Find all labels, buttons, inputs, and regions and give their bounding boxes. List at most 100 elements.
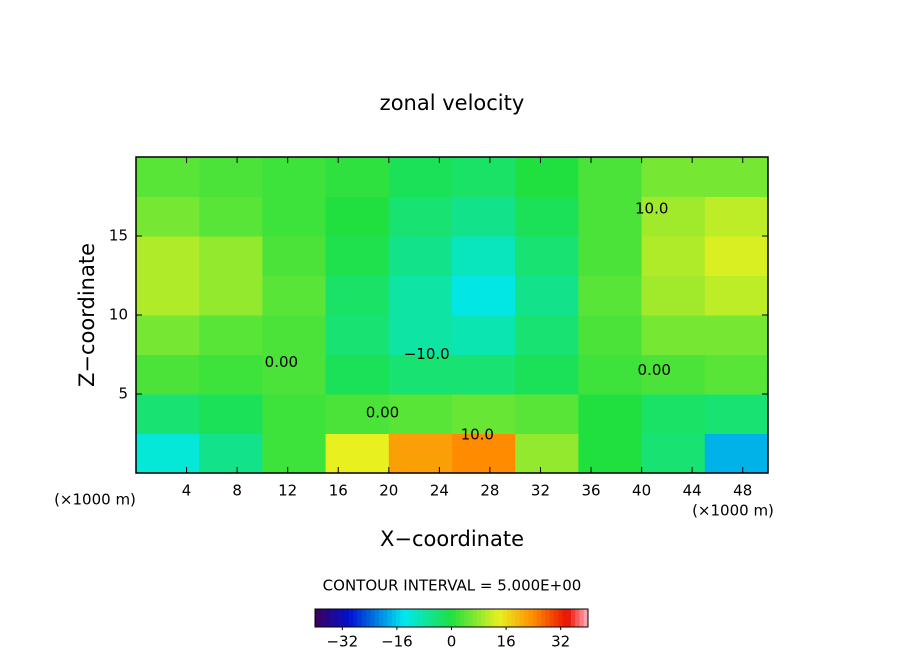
cell [641, 196, 706, 237]
cell [578, 196, 643, 237]
x-tick-label: 12 [278, 482, 297, 500]
colorbar-cell [464, 609, 469, 627]
colorbar-cell [421, 609, 427, 627]
colorbar-cell [417, 609, 422, 627]
colorbar-cell [477, 609, 482, 627]
cell [325, 275, 390, 316]
colorbar-cell [400, 609, 405, 627]
cell [325, 354, 390, 395]
contour-label: 0.00 [366, 403, 399, 421]
colorbar-cell [327, 609, 333, 627]
cell [578, 157, 643, 197]
cell [199, 196, 263, 237]
colorbar-cell [558, 609, 563, 627]
cell [199, 157, 263, 197]
colorbar-cell [344, 609, 350, 627]
cell [388, 157, 453, 197]
colorbar-cell [502, 609, 508, 627]
cell [452, 275, 516, 316]
cell [136, 157, 200, 197]
y-tick-label: 5 [118, 385, 128, 403]
cell [199, 236, 263, 276]
cell [325, 394, 390, 434]
cell [641, 275, 706, 316]
cell [452, 354, 516, 395]
cell [262, 315, 327, 355]
colorbar-tick-label: −16 [381, 633, 413, 651]
colorbar-cell [383, 609, 388, 627]
colorbar-cell [553, 609, 559, 627]
y-tick-label: 15 [109, 227, 128, 245]
colorbar-cell [566, 609, 572, 627]
colorbar-cell [447, 609, 452, 627]
contour-label: 10.0 [461, 426, 494, 444]
x-tick-label: 32 [531, 482, 550, 500]
cell [388, 196, 453, 237]
cell [641, 236, 706, 276]
cell [262, 157, 327, 197]
cell [136, 433, 200, 474]
cell [262, 236, 327, 276]
colorbar-cell [340, 609, 346, 627]
cell [388, 315, 453, 355]
cell [388, 236, 453, 276]
colorbar-cell [506, 609, 512, 627]
cell [136, 196, 200, 237]
cell [704, 433, 769, 474]
x-unit: (×1000 m) [692, 502, 774, 520]
cell [136, 394, 200, 434]
colorbar-cell [519, 609, 525, 627]
cell [388, 394, 453, 434]
cell [136, 275, 200, 316]
cell [578, 394, 643, 434]
cell [515, 433, 579, 474]
cell [199, 275, 263, 316]
colorbar-cell [455, 609, 461, 627]
colorbar-tick-label: 0 [447, 633, 457, 651]
cell [199, 354, 263, 395]
cell [704, 157, 769, 197]
cell [262, 433, 327, 474]
cell [325, 315, 390, 355]
colorbar-cell [315, 609, 320, 627]
colorbar-cell [430, 609, 435, 627]
x-tick-label: 24 [430, 482, 449, 500]
cell [199, 433, 263, 474]
colorbar-cell [532, 609, 538, 627]
colorbar-cell [583, 609, 589, 627]
cell [515, 275, 579, 316]
cell [641, 354, 706, 395]
colorbar-cell [524, 609, 529, 627]
x-tick-label: 28 [480, 482, 499, 500]
cell [578, 275, 643, 316]
cell [262, 354, 327, 395]
colorbar-cell [579, 609, 585, 627]
colorbar-cell [366, 609, 371, 627]
cell [388, 433, 453, 474]
cell [388, 275, 453, 316]
colorbar-cell [545, 609, 550, 627]
colorbar-cell [536, 609, 542, 627]
cell [641, 394, 706, 434]
cell [578, 315, 643, 355]
colorbar-cell [357, 609, 363, 627]
cell [452, 196, 516, 237]
colorbar-cell [413, 609, 418, 627]
colorbar-tick-label: 16 [497, 633, 516, 651]
cell [262, 394, 327, 434]
colorbar-cell [472, 609, 478, 627]
cell [704, 315, 769, 355]
colorbar-cell [451, 609, 457, 627]
colorbar-cell [575, 609, 580, 627]
cell [199, 394, 263, 434]
cell [515, 354, 579, 395]
cell [704, 275, 769, 316]
contour-label: 0.00 [638, 361, 671, 379]
cell [641, 433, 706, 474]
y-unit: (×1000 m) [54, 491, 136, 509]
y-axis-label: Z−coordinate [75, 243, 99, 387]
colorbar-cell [541, 609, 546, 627]
contour-label: −10.0 [404, 345, 450, 363]
cell [515, 236, 579, 276]
cell [515, 315, 579, 355]
